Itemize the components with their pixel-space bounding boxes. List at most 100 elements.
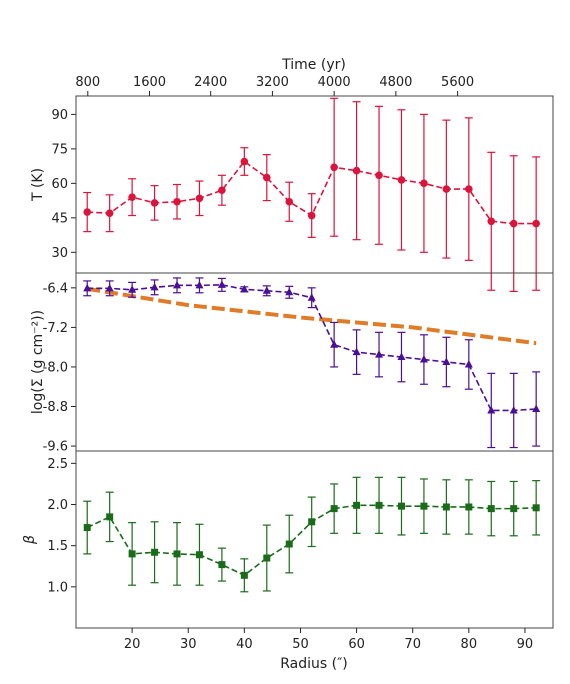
data-point [375,350,384,358]
x-tick-label: 80 [461,637,478,652]
data-point [420,179,428,188]
data-point [465,185,473,193]
data-point [151,548,159,556]
y-tick-label: 45 [51,211,68,226]
data-point [397,502,405,510]
data-point [442,503,450,511]
data-point [195,551,203,559]
top-tick-label: 800 [75,75,100,90]
top-tick-label: 4800 [379,75,412,90]
data-point [353,501,361,509]
data-point [419,355,428,363]
data-point [128,193,136,201]
data-point [465,503,473,511]
data-point [487,217,496,226]
data-point [218,561,226,569]
y-tick-label: 2.0 [47,498,68,513]
top-tick-label: 4000 [318,75,351,90]
x-tick-label: 50 [292,637,309,652]
data-point [263,173,271,182]
data-point [262,286,271,294]
data-point [308,518,316,526]
top-tick-label: 3200 [256,75,289,90]
data-point [487,405,496,414]
y-tick-label: 30 [51,246,68,261]
data-point [397,352,406,361]
data-point [509,405,518,414]
data-point [105,209,114,218]
data-point [532,404,541,412]
data-point [397,176,406,184]
data-point [285,540,293,548]
y-tick-label: -8.0 [43,360,68,375]
y-tick-label: 90 [51,108,68,123]
data-point [105,283,114,292]
data-point [510,505,518,513]
data-point [240,284,249,293]
data-point [150,199,159,207]
y-tick-label: 75 [51,142,68,157]
data-point [173,197,181,206]
x-tick-label: 40 [236,637,253,652]
reference-line [86,286,537,346]
data-point [442,185,451,193]
data-point [128,285,137,293]
data-point [532,504,540,512]
y-tick-label: 1.0 [47,580,68,595]
data-point [330,340,339,348]
data-point [307,293,316,301]
data-point [195,280,204,289]
y-tick-label: -6.4 [43,281,68,296]
y-tick-label: 60 [51,177,68,192]
y-axis-label: β [22,535,38,545]
top-axis-label: Time (yr) [281,57,346,73]
panel-frame [75,95,554,274]
data-point [285,197,294,206]
x-tick-label: 70 [404,637,421,652]
data-point [83,283,92,292]
x-tick-label: 20 [124,637,141,652]
top-tick-label: 2400 [194,75,227,90]
x-axis-label: Radius (″) [280,656,348,672]
data-point [263,554,271,562]
top-tick-label: 1600 [133,75,166,90]
y-tick-label: 1.5 [47,539,68,554]
data-point [330,163,338,172]
data-point [83,524,91,532]
data-point [442,357,451,365]
panel-frame [75,450,554,629]
data-point [307,211,316,220]
y-tick-label: 2.5 [47,457,68,472]
data-point [375,501,383,509]
data-point [83,208,92,216]
data-point [509,219,518,228]
data-point [285,287,294,296]
top-tick-label: 5600 [441,75,474,90]
data-point [128,550,136,558]
data-point [173,280,182,289]
data-point [217,280,226,288]
data-point [532,219,540,228]
x-tick-label: 30 [180,637,197,652]
y-tick-label: -8.8 [43,400,68,415]
data-point [352,166,361,175]
data-point [420,502,428,510]
data-point [240,571,248,579]
data-point [352,347,361,356]
data-point [240,157,249,166]
x-tick-label: 90 [517,637,534,652]
data-point [375,171,383,180]
y-tick-label: -9.6 [43,440,68,455]
x-tick-label: 60 [348,637,365,652]
y-axis-label: log(Σ (g cm⁻²)) [30,310,46,414]
data-point [173,550,181,558]
data-point [150,282,159,291]
y-tick-label: -7.2 [43,321,68,336]
data-point [106,513,114,521]
data-point [487,505,495,513]
data-point [218,186,226,195]
data-point [464,359,473,368]
data-point [195,194,204,203]
data-point [330,505,338,513]
